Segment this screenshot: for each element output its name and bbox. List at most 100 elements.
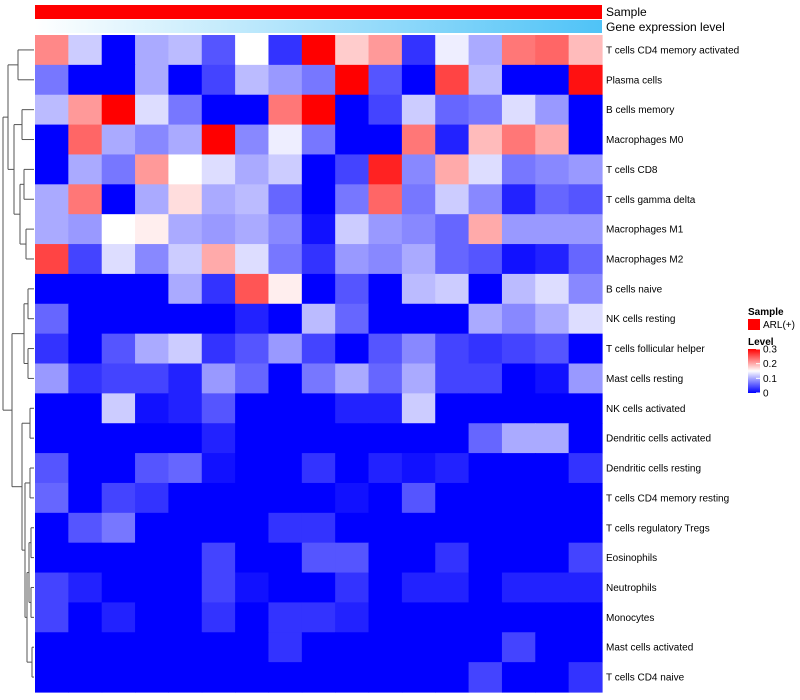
heatmap-cell (268, 363, 303, 394)
row-label: Plasma cells (606, 75, 662, 86)
heatmap-cell (568, 632, 603, 663)
heatmap-cell (268, 333, 303, 365)
heatmap-cell (201, 94, 236, 126)
legend-tick-label: 0 (763, 389, 769, 400)
heatmap-cell (335, 662, 370, 693)
heatmap-cell (435, 64, 470, 96)
heatmap-cell (501, 393, 536, 424)
heatmap-cell (568, 214, 603, 245)
heatmap-cell (435, 124, 470, 156)
heatmap-cell (368, 35, 403, 66)
heatmap-cell (35, 482, 69, 514)
annotation-label-sample: Sample (606, 5, 647, 19)
heatmap-cell (568, 423, 603, 454)
heatmap-cell (435, 632, 470, 663)
heatmap-cell (535, 64, 570, 96)
heatmap-cell (501, 273, 536, 305)
heatmap-cell (135, 423, 170, 454)
legend-swatch-arl (748, 319, 760, 330)
heatmap-cell (401, 363, 436, 394)
heatmap-cell (235, 154, 270, 185)
heatmap-cell (335, 602, 370, 633)
heatmap-cell (301, 453, 336, 484)
heatmap-cell (168, 393, 203, 424)
heatmap-cell (335, 64, 370, 96)
heatmap-cell (401, 482, 436, 514)
heatmap-cell (268, 572, 303, 604)
heatmap-cell (168, 94, 203, 126)
heatmap-cell (335, 542, 370, 574)
heatmap-cell (201, 542, 236, 574)
heatmap-cell (101, 632, 136, 663)
heatmap-cell (435, 393, 470, 424)
heatmap-cell (68, 602, 103, 633)
heatmap-cell (101, 512, 136, 544)
heatmap-cell (168, 214, 203, 245)
heatmap-cell (35, 423, 69, 454)
heatmap-cell (101, 214, 136, 245)
heatmap-cell (335, 35, 370, 66)
heatmap-cell (501, 94, 536, 126)
heatmap-cells (35, 35, 603, 693)
heatmap-cell (368, 423, 403, 454)
heatmap-cell (301, 94, 336, 126)
heatmap-cell (201, 482, 236, 514)
heatmap-cell (268, 303, 303, 335)
heatmap-cell (535, 632, 570, 663)
heatmap-cell (401, 244, 436, 275)
heatmap-cell (35, 64, 69, 96)
heatmap-cell (135, 453, 170, 484)
heatmap-cell (435, 512, 470, 544)
heatmap-cell (568, 393, 603, 424)
heatmap-cell (435, 423, 470, 454)
heatmap-cell (68, 303, 103, 335)
heatmap-cell (101, 662, 136, 693)
row-label: T cells regulatory Tregs (606, 523, 710, 534)
heatmap-cell (168, 482, 203, 514)
heatmap-cell (168, 35, 203, 66)
heatmap-cell (568, 453, 603, 484)
legend-tick-label: 0.1 (763, 374, 777, 385)
heatmap-cell (368, 482, 403, 514)
heatmap-cell (301, 303, 336, 335)
heatmap-cell (201, 273, 236, 305)
heatmap-cell (535, 662, 570, 693)
heatmap-cell (568, 572, 603, 604)
heatmap-cell (68, 542, 103, 574)
heatmap-cell (135, 35, 170, 66)
heatmap-cell (535, 154, 570, 185)
row-label: Dendritic cells resting (606, 464, 701, 475)
heatmap-cell (368, 512, 403, 544)
heatmap-cell (535, 363, 570, 394)
heatmap-cell (68, 393, 103, 424)
heatmap-cell (201, 393, 236, 424)
heatmap-cell (101, 273, 136, 305)
heatmap-cell (235, 423, 270, 454)
heatmap-cell (468, 303, 503, 335)
heatmap-cell (468, 363, 503, 394)
heatmap-cell (435, 184, 470, 215)
heatmap-cell (301, 423, 336, 454)
heatmap-cell (568, 273, 603, 305)
heatmap-cell (401, 393, 436, 424)
row-label: T cells CD8 (606, 165, 658, 176)
heatmap-cell (501, 363, 536, 394)
heatmap-cell (35, 363, 69, 394)
row-label: B cells naive (606, 284, 663, 295)
heatmap-cell (401, 214, 436, 245)
heatmap-cell (468, 94, 503, 126)
heatmap-cell (68, 423, 103, 454)
heatmap-cell (401, 632, 436, 663)
heatmap-cell (135, 273, 170, 305)
heatmap-cell (135, 512, 170, 544)
heatmap-cell (368, 453, 403, 484)
heatmap-cell (568, 154, 603, 185)
heatmap-cell (268, 184, 303, 215)
heatmap-cell (401, 453, 436, 484)
heatmap-cell (301, 273, 336, 305)
heatmap-cell (468, 393, 503, 424)
heatmap-cell (401, 423, 436, 454)
heatmap-cell (401, 512, 436, 544)
heatmap-cell (68, 632, 103, 663)
heatmap-cell (68, 244, 103, 275)
